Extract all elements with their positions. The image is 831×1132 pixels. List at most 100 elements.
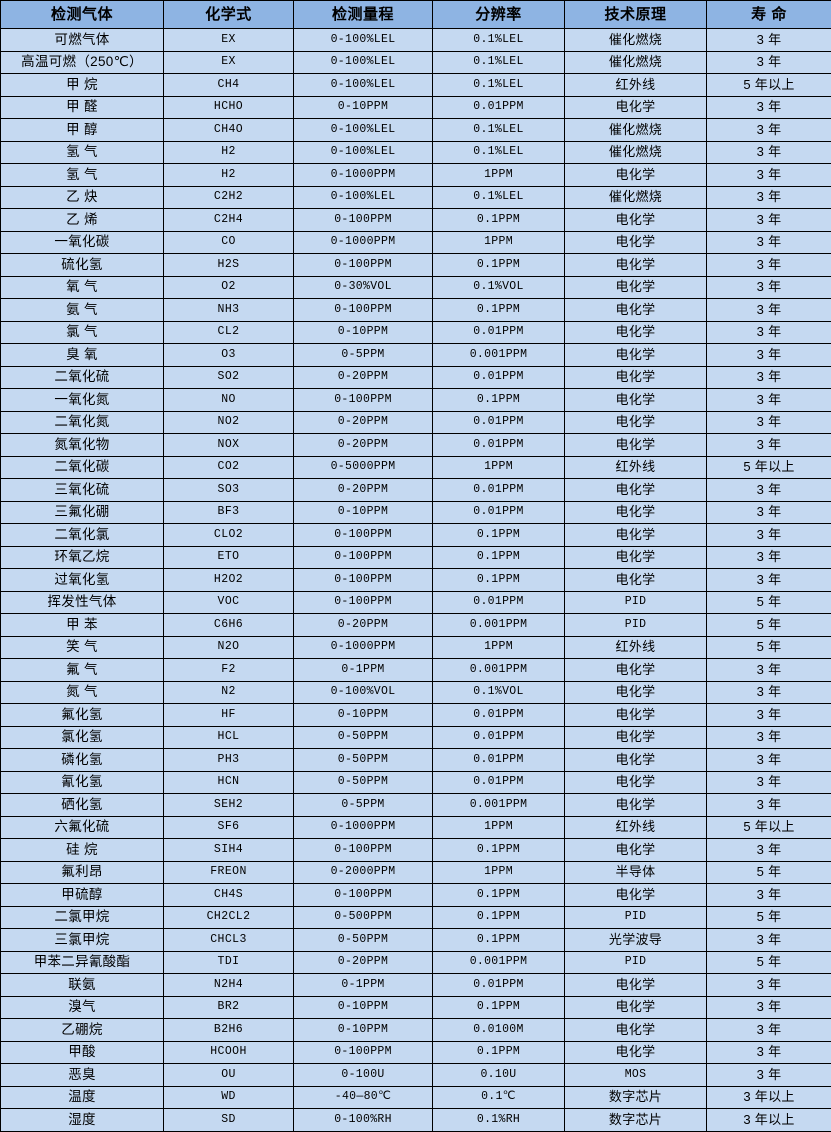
cell-range: 0-1000PPM <box>294 231 433 254</box>
cell-lifespan: 3 年 <box>707 884 831 907</box>
cell-formula: EX <box>164 51 294 74</box>
cell-resolution: 0.1%RH <box>433 1109 565 1132</box>
cell-lifespan: 3 年 <box>707 569 831 592</box>
cell-lifespan: 3 年 <box>707 546 831 569</box>
cell-technology: 电化学 <box>565 1019 707 1042</box>
cell-resolution: 0.1%LEL <box>433 74 565 97</box>
cell-resolution: 0.1PPM <box>433 524 565 547</box>
cell-range: 0-100PPM <box>294 299 433 322</box>
cell-gas: 三氯甲烷 <box>1 929 164 952</box>
cell-range: 0-100%LEL <box>294 141 433 164</box>
cell-lifespan: 3 年 <box>707 231 831 254</box>
cell-gas: 甲 醛 <box>1 96 164 119</box>
cell-formula: NO2 <box>164 411 294 434</box>
cell-technology: 电化学 <box>565 479 707 502</box>
cell-range: 0-50PPM <box>294 749 433 772</box>
cell-formula: BF3 <box>164 501 294 524</box>
cell-technology: PID <box>565 614 707 637</box>
cell-formula: CO <box>164 231 294 254</box>
cell-lifespan: 3 年 <box>707 749 831 772</box>
cell-formula: NH3 <box>164 299 294 322</box>
cell-lifespan: 3 年 <box>707 501 831 524</box>
cell-technology: 数字芯片 <box>565 1109 707 1132</box>
cell-lifespan: 3 年 <box>707 771 831 794</box>
cell-gas: 甲 苯 <box>1 614 164 637</box>
cell-resolution: 0.0100M <box>433 1019 565 1042</box>
cell-range: 0-10PPM <box>294 321 433 344</box>
cell-range: -40—80℃ <box>294 1086 433 1109</box>
cell-gas: 氟化氢 <box>1 704 164 727</box>
cell-lifespan: 3 年 <box>707 254 831 277</box>
cell-formula: WD <box>164 1086 294 1109</box>
cell-resolution: 0.001PPM <box>433 344 565 367</box>
cell-formula: ETO <box>164 546 294 569</box>
cell-formula: HCL <box>164 726 294 749</box>
cell-range: 0-100%LEL <box>294 29 433 52</box>
cell-resolution: 0.1%VOL <box>433 681 565 704</box>
cell-gas: 三氟化硼 <box>1 501 164 524</box>
cell-resolution: 0.1PPM <box>433 996 565 1019</box>
cell-lifespan: 3 年 <box>707 996 831 1019</box>
cell-gas: 二氧化硫 <box>1 366 164 389</box>
cell-gas: 二氧化氯 <box>1 524 164 547</box>
cell-formula: SD <box>164 1109 294 1132</box>
cell-gas: 联氨 <box>1 974 164 997</box>
cell-resolution: 0.01PPM <box>433 96 565 119</box>
cell-technology: 电化学 <box>565 524 707 547</box>
cell-formula: HF <box>164 704 294 727</box>
cell-gas: 乙硼烷 <box>1 1019 164 1042</box>
cell-technology: 电化学 <box>565 726 707 749</box>
cell-lifespan: 3 年以上 <box>707 1109 831 1132</box>
cell-lifespan: 5 年以上 <box>707 74 831 97</box>
cell-resolution: 0.001PPM <box>433 794 565 817</box>
cell-gas: 磷化氢 <box>1 749 164 772</box>
cell-lifespan: 3 年 <box>707 186 831 209</box>
cell-technology: 电化学 <box>565 389 707 412</box>
cell-resolution: 0.01PPM <box>433 974 565 997</box>
cell-range: 0-10PPM <box>294 96 433 119</box>
cell-range: 0-100PPM <box>294 546 433 569</box>
cell-formula: CO2 <box>164 456 294 479</box>
cell-formula: C6H6 <box>164 614 294 637</box>
cell-technology: 电化学 <box>565 299 707 322</box>
cell-resolution: 0.01PPM <box>433 771 565 794</box>
cell-range: 0-100PPM <box>294 1041 433 1064</box>
cell-lifespan: 3 年 <box>707 51 831 74</box>
cell-resolution: 0.1%LEL <box>433 186 565 209</box>
cell-gas: 乙 炔 <box>1 186 164 209</box>
cell-lifespan: 5 年以上 <box>707 456 831 479</box>
cell-lifespan: 3 年 <box>707 299 831 322</box>
cell-technology: 电化学 <box>565 411 707 434</box>
cell-gas: 挥发性气体 <box>1 591 164 614</box>
cell-formula: CHCL3 <box>164 929 294 952</box>
cell-lifespan: 3 年 <box>707 839 831 862</box>
cell-gas: 甲苯二异氰酸酯 <box>1 951 164 974</box>
column-header-lifespan: 寿 命 <box>707 1 831 29</box>
cell-gas: 甲酸 <box>1 1041 164 1064</box>
cell-technology: 催化燃烧 <box>565 29 707 52</box>
header-row: 检测气体 化学式 检测量程 分辨率 技术原理 寿 命 <box>1 1 831 29</box>
cell-lifespan: 3 年 <box>707 434 831 457</box>
cell-gas: 硫化氢 <box>1 254 164 277</box>
cell-technology: 电化学 <box>565 681 707 704</box>
cell-resolution: 0.01PPM <box>433 321 565 344</box>
cell-technology: 电化学 <box>565 884 707 907</box>
cell-gas: 甲 烷 <box>1 74 164 97</box>
cell-technology: 数字芯片 <box>565 1086 707 1109</box>
cell-resolution: 0.1PPM <box>433 839 565 862</box>
cell-gas: 氮氧化物 <box>1 434 164 457</box>
cell-lifespan: 3 年 <box>707 119 831 142</box>
